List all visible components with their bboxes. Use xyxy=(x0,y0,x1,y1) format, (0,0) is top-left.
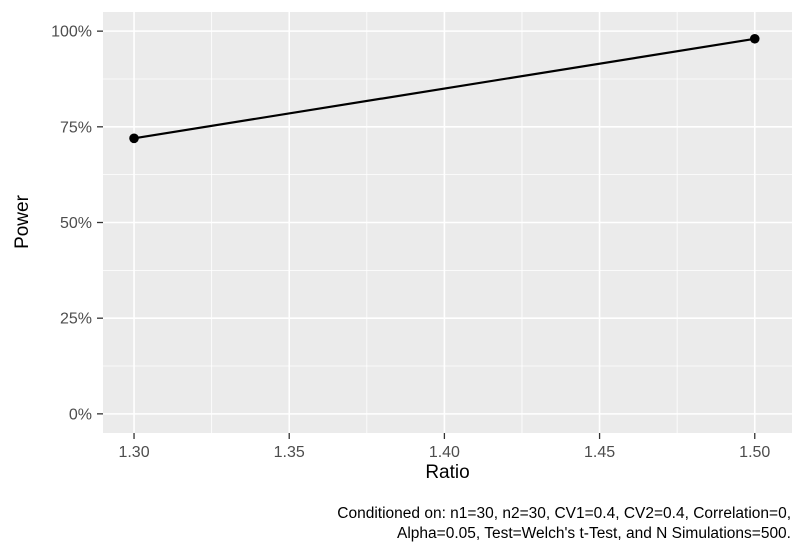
y-tick-label: 25% xyxy=(60,311,92,328)
chart-caption: Conditioned on: n1=30, n2=30, CV1=0.4, C… xyxy=(337,504,791,544)
series-line xyxy=(132,37,756,140)
data-point xyxy=(129,133,139,144)
plot-panel: 1.30 1.35 1.40 1.45 1.50 0% 25% 50% 75% 100% xyxy=(51,12,792,461)
y-tick-label: 75% xyxy=(60,119,92,136)
caption-line-2: Alpha=0.05, Test=Welch's t-Test, and N S… xyxy=(397,525,791,542)
x-tick-label: 1.50 xyxy=(739,444,770,461)
caption-line-1: Conditioned on: n1=30, n2=30, CV1=0.4, C… xyxy=(337,505,791,522)
x-axis-title: Ratio xyxy=(425,462,470,483)
x-tick-label: 1.45 xyxy=(584,444,615,461)
x-tick-label: 1.35 xyxy=(274,444,305,461)
data-point xyxy=(749,33,760,44)
y-tick-label: 50% xyxy=(60,215,92,232)
x-tick-label: 1.40 xyxy=(429,444,460,461)
y-tick-label: 0% xyxy=(69,406,92,423)
y-axis-title: Power xyxy=(12,195,33,249)
y-tick-label: 100% xyxy=(51,24,92,41)
x-tick-label: 1.30 xyxy=(118,444,149,461)
